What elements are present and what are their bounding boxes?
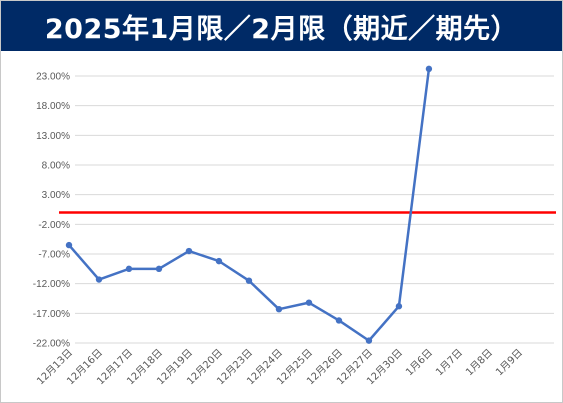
- data-point: [275, 305, 283, 313]
- y-tick-label: -12.00%: [33, 279, 70, 290]
- series-line: [68, 68, 431, 342]
- data-point: [155, 265, 163, 273]
- y-tick-label: -22.00%: [33, 339, 70, 350]
- data-point: [65, 241, 73, 249]
- data-point: [395, 303, 403, 310]
- y-tick-label: 13.00%: [36, 131, 70, 142]
- y-tick-label: -2.00%: [38, 220, 70, 231]
- data-point: [335, 317, 343, 324]
- y-tick-label: -7.00%: [38, 250, 70, 261]
- data-point: [365, 337, 373, 344]
- x-tick-label: 1月9日: [493, 347, 525, 379]
- data-point: [305, 299, 313, 306]
- y-tick-label: 3.00%: [42, 190, 70, 201]
- data-point: [185, 247, 193, 255]
- title-bar: 2025年1月限／2月限（期近／期先）: [1, 1, 562, 51]
- x-tick-label: 1月6日: [403, 347, 435, 379]
- y-tick-label: 18.00%: [36, 101, 70, 112]
- data-point: [215, 257, 223, 265]
- data-point: [425, 65, 433, 73]
- data-point: [245, 277, 253, 284]
- x-tick-label: 1月7日: [433, 347, 465, 379]
- y-tick-label: -17.00%: [33, 309, 70, 320]
- data-point: [125, 265, 133, 273]
- y-tick-label: 8.00%: [42, 161, 70, 172]
- data-point: [95, 276, 103, 283]
- y-tick-label: 23.00%: [36, 72, 70, 83]
- chart-title: 2025年1月限／2月限（期近／期先）: [44, 13, 519, 45]
- x-tick-label: 1月8日: [463, 347, 495, 379]
